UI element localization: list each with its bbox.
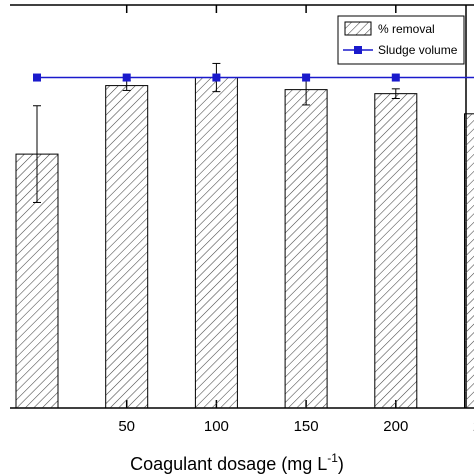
bar-series [15, 77, 474, 409]
error-bar-200 [391, 88, 400, 99]
error-bar-0 [33, 105, 41, 203]
plot-area: 50 100 150 200 250 [10, 4, 474, 435]
x-tick-label-50: 50 [118, 418, 135, 435]
legend-swatch-removal [344, 21, 372, 36]
sludge-marker-0 [33, 73, 41, 82]
x-axis-title: Coagulant dosage (mg L-1) [130, 451, 344, 474]
top-axis-ticks [125, 5, 397, 13]
x-tick-labels: 50 100 150 200 250 [118, 418, 474, 435]
x-axis-title-sup: -1 [327, 451, 338, 465]
legend: % removal Sludge volume [337, 15, 465, 65]
x-tick-label-250: 250 [473, 418, 474, 435]
sludge-marker-100 [212, 73, 221, 82]
bar-50 [105, 85, 149, 409]
x-axis-title-main: Coagulant dosage (mg L [130, 454, 327, 474]
x-tick-label-150: 150 [294, 418, 319, 435]
x-tick-label-100: 100 [204, 418, 229, 435]
x-tick-label-200: 200 [383, 418, 408, 435]
sludge-marker-150 [302, 73, 311, 82]
sludge-marker-50 [122, 73, 131, 82]
legend-swatch-sludge-marker [354, 46, 362, 54]
line-series [33, 73, 474, 82]
x-axis-title-close: ) [338, 454, 344, 474]
bar-100 [194, 77, 238, 409]
legend-label-sludge: Sludge volume [378, 43, 458, 57]
bar-150 [284, 89, 328, 409]
sludge-marker-200 [391, 73, 400, 82]
legend-label-removal: % removal [378, 22, 435, 36]
bar-200 [374, 93, 418, 409]
bar-250 [464, 113, 474, 409]
